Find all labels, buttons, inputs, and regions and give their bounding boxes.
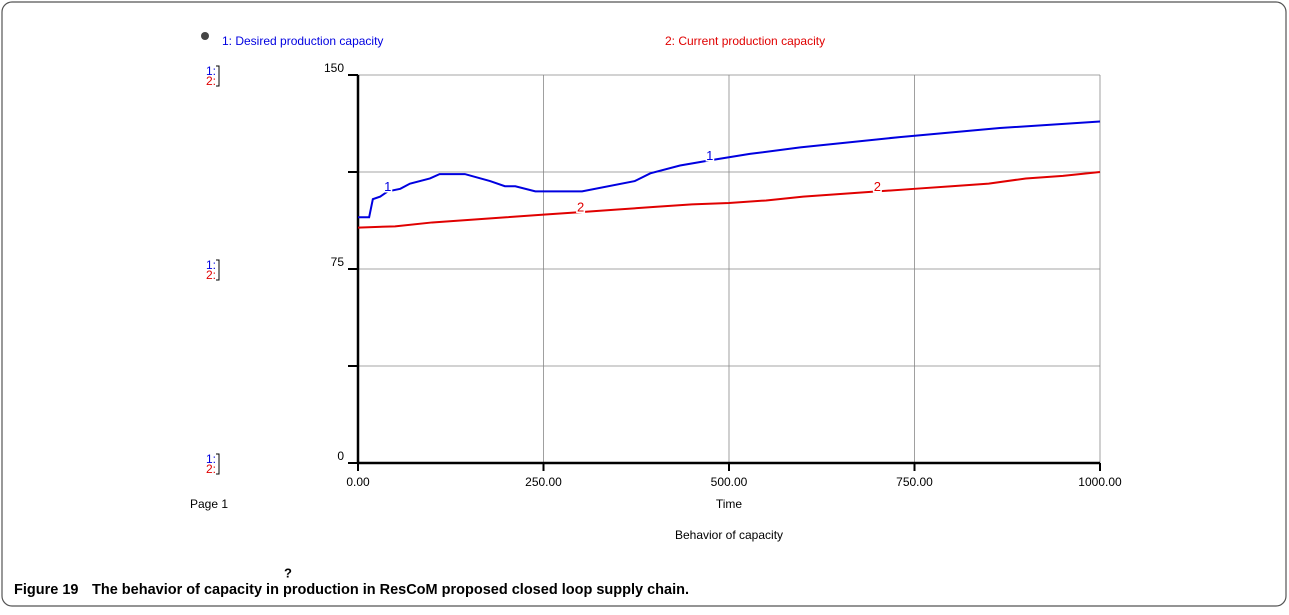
legend-dot (201, 32, 209, 40)
y-tick-label: 75 (331, 255, 345, 269)
caption-label: Figure 19 (14, 582, 78, 598)
scale-label: 2: (206, 74, 216, 88)
legend-label: 1: Desired production capacity (222, 34, 383, 48)
legend-label: 2: Current production capacity (665, 34, 825, 48)
series-line (357, 171, 1101, 229)
scale-label: 1: (206, 258, 216, 272)
scale-bracket (216, 65, 220, 87)
x-tick-label: 0.00 (346, 475, 370, 489)
series-marker: 2 (874, 179, 881, 194)
series-marker: 1 (384, 179, 391, 194)
x-tick-label: 250.00 (525, 475, 562, 489)
scale-label: 1: (206, 452, 216, 466)
page-label: Page 1 (190, 497, 228, 511)
scale-bracket (216, 259, 220, 281)
series-marker: 1 (706, 148, 713, 163)
scale-label: 1: (206, 64, 216, 78)
series-line (358, 120, 1101, 219)
y-tick-label: 0 (337, 449, 344, 463)
x-axis-label: Time (716, 497, 743, 511)
caption: The behavior of capacity in production i… (92, 582, 689, 598)
subtitle: Behavior of capacity (675, 528, 783, 542)
scale-bracket (216, 453, 220, 475)
scale-label: 2: (206, 462, 216, 476)
x-tick-label: 500.00 (711, 475, 748, 489)
scale-label: 2: (206, 268, 216, 282)
x-tick-label: 1000.00 (1078, 475, 1122, 489)
x-tick-label: 750.00 (896, 475, 933, 489)
help-icon[interactable]: ? (284, 565, 292, 580)
y-tick-label: 150 (324, 61, 344, 75)
series-marker: 2 (577, 200, 584, 215)
